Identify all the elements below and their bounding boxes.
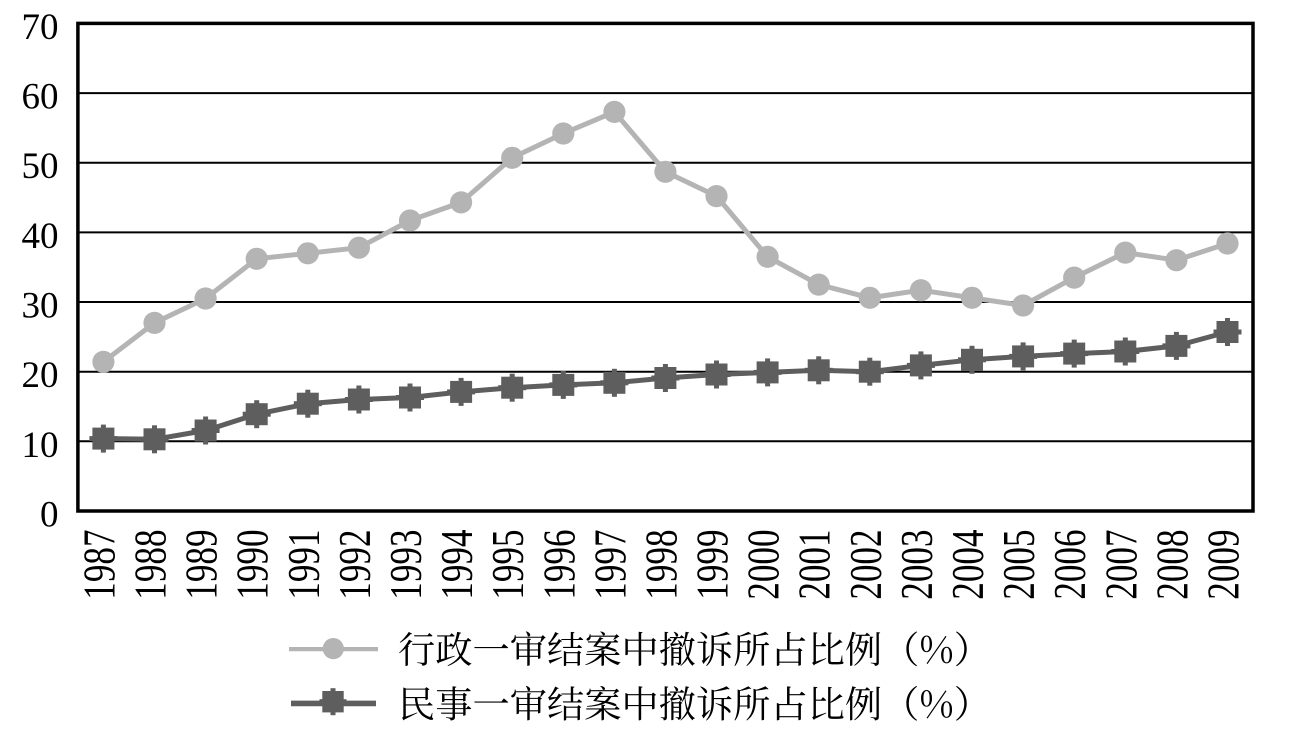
svg-text:1998: 1998 (636, 530, 686, 600)
svg-text:2002: 2002 (841, 530, 891, 600)
svg-text:2001: 2001 (790, 530, 840, 600)
svg-text:1988: 1988 (125, 530, 175, 600)
svg-text:1995: 1995 (483, 530, 533, 600)
svg-text:1999: 1999 (687, 530, 737, 600)
svg-text:2008: 2008 (1147, 530, 1197, 600)
svg-text:1990: 1990 (228, 530, 278, 600)
svg-text:1987: 1987 (74, 530, 124, 600)
svg-text:2004: 2004 (943, 530, 993, 600)
svg-text:2003: 2003 (892, 530, 942, 600)
svg-text:1994: 1994 (432, 530, 482, 600)
svg-text:2009: 2009 (1198, 530, 1248, 600)
svg-text:2007: 2007 (1096, 530, 1146, 600)
svg-text:2005: 2005 (994, 530, 1044, 600)
svg-text:10: 10 (22, 425, 59, 466)
svg-text:1996: 1996 (534, 530, 584, 600)
svg-text:70: 70 (22, 7, 59, 48)
svg-text:1993: 1993 (381, 530, 431, 600)
svg-text:0: 0 (40, 495, 59, 536)
svg-text:40: 40 (22, 216, 59, 257)
svg-text:30: 30 (22, 286, 59, 327)
svg-text:1997: 1997 (585, 530, 635, 600)
svg-text:60: 60 (22, 77, 59, 118)
svg-text:2000: 2000 (738, 530, 788, 600)
svg-text:2006: 2006 (1045, 530, 1095, 600)
svg-text:50: 50 (22, 146, 59, 187)
svg-text:20: 20 (22, 355, 59, 396)
svg-text:1989: 1989 (176, 530, 226, 600)
svg-text:1991: 1991 (279, 530, 329, 600)
svg-text:1992: 1992 (330, 530, 380, 600)
